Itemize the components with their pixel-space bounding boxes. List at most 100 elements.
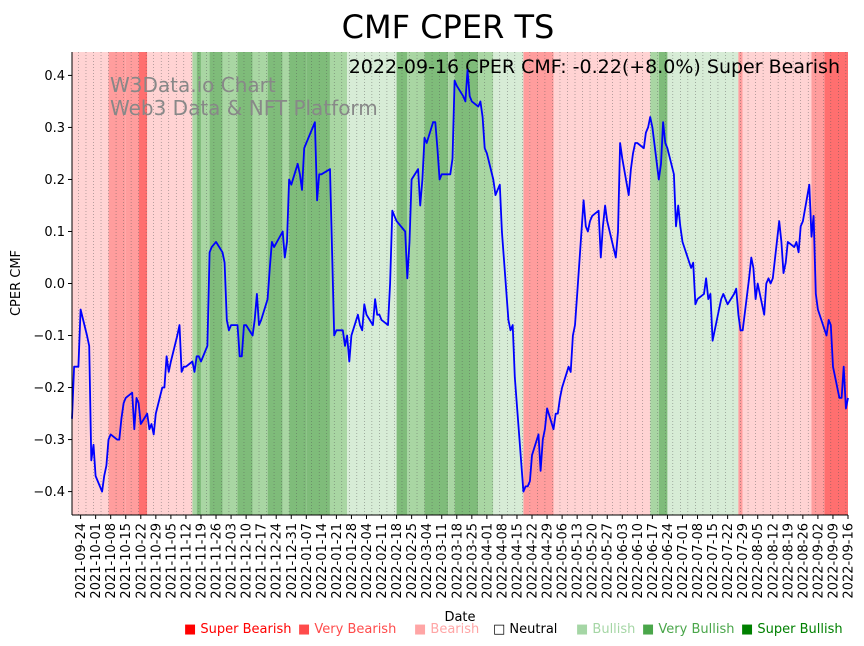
x-tick-label: 2022-07-15 (706, 523, 721, 599)
legend-item-bearish: ■ Bearish (414, 622, 479, 637)
x-tick-label: 2022-09-09 (827, 523, 842, 599)
x-tick-label: 2022-02-11 (375, 523, 390, 599)
band-very-bullish (209, 52, 223, 515)
band-bearish (553, 52, 651, 515)
x-tick-label: 2022-07-01 (676, 523, 691, 599)
y-tick-label: −0.2 (33, 381, 65, 396)
band-bullish (222, 52, 238, 515)
x-tick-label: 2021-10-22 (134, 523, 149, 599)
band-very-bullish (237, 52, 253, 515)
x-tick-label: 2022-06-17 (646, 523, 661, 599)
x-tick-label: 2022-04-22 (526, 523, 541, 599)
x-tick-label: 2022-06-24 (661, 523, 676, 599)
band-bullish (448, 52, 455, 515)
x-tick-label: 2022-05-20 (586, 523, 601, 599)
x-ticks: 2021-09-24 2021-10-01 2021-10-08 2021-10-15… (74, 515, 857, 599)
band-very-bearish (529, 52, 554, 515)
band-bullish (252, 52, 268, 515)
x-tick-label: 2022-02-04 (360, 523, 375, 599)
band-very-bearish (811, 52, 825, 515)
x-tick-label: 2022-09-16 (842, 523, 857, 599)
x-tick-label: 2021-11-19 (195, 523, 210, 599)
band-bullish (200, 52, 210, 515)
y-tick-label: 0.4 (44, 69, 65, 84)
band-very-bullish (267, 52, 283, 515)
x-tick-label: 2021-12-17 (255, 523, 270, 599)
band-very-bullish (658, 52, 668, 515)
band-bullish (282, 52, 290, 515)
x-tick-label: 2021-12-10 (240, 523, 255, 599)
x-tick-label: 2021-10-01 (89, 523, 104, 599)
x-tick-label: 2022-01-14 (315, 523, 330, 599)
band-super-bearish (824, 52, 848, 515)
legend-item-super-bullish: ■ Super Bullish (741, 622, 843, 637)
band-bullish (192, 52, 197, 515)
y-tick-label: −0.4 (33, 485, 65, 500)
y-ticks: −0.4 −0.3 −0.2 −0.1 0.0 0.1 0.2 0.3 0.4 (33, 69, 72, 500)
legend-item-neutral: □ Neutral (493, 622, 557, 637)
x-tick-label: 2021-12-31 (285, 523, 300, 599)
x-tick-label: 2021-12-24 (270, 523, 285, 599)
x-tick-label: 2022-08-19 (781, 523, 796, 599)
y-tick-label: −0.1 (33, 329, 65, 344)
x-tick-label: 2021-11-05 (164, 523, 179, 599)
y-tick-label: 0.2 (44, 173, 65, 188)
x-tick-label: 2022-03-18 (450, 523, 465, 599)
x-tick-label: 2022-02-25 (405, 523, 420, 599)
y-tick-label: 0.3 (44, 121, 65, 136)
x-tick-label: 2022-07-29 (736, 523, 751, 599)
x-tick-label: 2021-10-08 (104, 523, 119, 599)
x-tick-label: 2022-01-07 (300, 523, 315, 599)
x-tick-label: 2022-09-02 (811, 523, 826, 599)
band-very-bearish (108, 52, 126, 515)
legend-item-very-bullish: ■ Very Bullish (642, 622, 734, 637)
x-tick-label: 2022-06-03 (616, 523, 631, 599)
band-very-bearish (523, 52, 530, 515)
x-tick-label: 2022-03-04 (420, 523, 435, 599)
x-gridlines (78, 52, 847, 515)
x-tick-label: 2022-08-12 (766, 523, 781, 599)
x-tick-label: 2021-11-12 (179, 523, 194, 599)
band-super-bearish (138, 52, 148, 515)
band-very-bullish (306, 52, 330, 515)
x-tick-label: 2021-10-29 (149, 523, 164, 599)
legend-item-very-bearish: ■ Very Bearish (298, 622, 396, 637)
x-tick-label: 2022-01-28 (345, 523, 360, 599)
band-very-bearish (125, 52, 139, 515)
band-very-bullish (454, 52, 479, 515)
band-very-bullish (289, 52, 307, 515)
x-tick-label: 2021-10-15 (119, 523, 134, 599)
watermark-line-2: Web3 Data & NFT Platform (110, 96, 378, 120)
x-tick-label: 2022-04-01 (480, 523, 495, 599)
x-axis-label: Date (444, 610, 475, 625)
signal-bands (72, 52, 848, 515)
band-bearish (147, 52, 193, 515)
x-tick-label: 2022-07-08 (691, 523, 706, 599)
band-bullish (478, 52, 494, 515)
x-tick-label: 2022-06-10 (631, 523, 646, 599)
band-bullish (407, 52, 425, 515)
band-bullish (329, 52, 348, 515)
x-tick-label: 2022-03-25 (465, 523, 480, 599)
x-tick-label: 2022-02-18 (390, 523, 405, 599)
y-axis-label: CPER CMF (9, 250, 24, 316)
x-tick-label: 2022-07-22 (721, 523, 736, 599)
band-bullish (650, 52, 659, 515)
x-tick-label: 2022-05-06 (556, 523, 571, 599)
legend-item-super-bearish: ■ Super Bearish (184, 622, 292, 637)
legend: ■ Super Bearish ■ Very Bearish ■ Bearish □ … (184, 622, 843, 637)
x-tick-label: 2022-04-15 (511, 523, 526, 599)
x-tick-label: 2022-05-13 (571, 523, 586, 599)
cmf-series-line (71, 69, 849, 493)
x-tick-label: 2022-01-21 (330, 523, 345, 599)
band-neutral-bullish (493, 52, 524, 515)
band-very-bullish (424, 52, 449, 515)
band-bearish (742, 52, 812, 515)
y-tick-label: 0.0 (44, 277, 65, 292)
latest-value-annotation: 2022-09-16 CPER CMF: -0.22(+8.0%) Super … (349, 56, 840, 78)
chart-title: CMF CPER TS (342, 8, 555, 46)
y-tick-label: 0.1 (44, 225, 65, 240)
watermark-line-1: W3Data.io Chart (110, 73, 276, 97)
x-tick-label: 2022-03-11 (435, 523, 450, 599)
